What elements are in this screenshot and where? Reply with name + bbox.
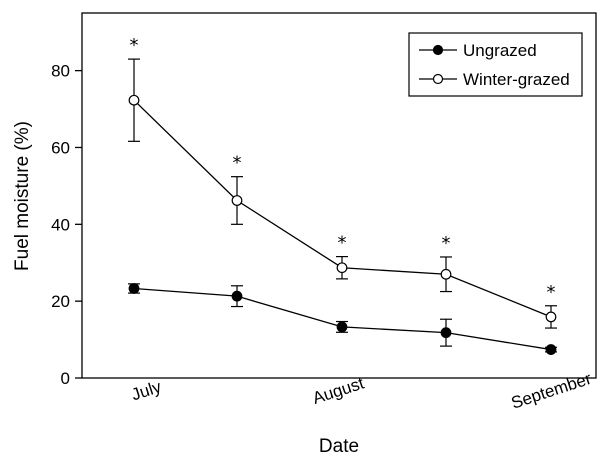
significance-star: * [338,233,347,254]
data-point [440,268,452,280]
x-tick-label: July [129,377,164,405]
data-point [128,94,140,106]
significance-star: * [547,282,556,303]
y-tick-label: 60 [51,138,70,157]
significance-markers: * * * * * [130,35,556,303]
y-axis-title: Fuel moisture (%) [12,121,33,271]
significance-star: * [233,153,242,174]
y-tick-label: 0 [61,369,70,388]
data-point [336,321,348,333]
legend-marker-ungrazed [432,44,444,56]
plot-frame [81,12,597,379]
series-winter-grazed [128,58,557,329]
series-line [133,99,552,318]
series-ungrazed [128,283,557,355]
legend-marker-winter-grazed [432,73,444,85]
significance-star: * [130,35,139,56]
data-point [545,344,557,355]
data-point [128,283,140,294]
significance-star: * [442,233,451,254]
x-axis-title: Date [319,436,359,457]
data-point [231,290,243,302]
series-layer [128,58,557,355]
legend-label-ungrazed: Ungrazed [463,41,537,60]
data-point [231,195,243,206]
data-point [440,327,452,339]
data-point [545,311,557,323]
legend: Ungrazed Winter-grazed [408,32,583,97]
data-point [336,262,348,274]
y-tick-label: 40 [51,215,70,234]
y-tick-label: 80 [51,62,70,81]
x-tick-label: September [509,369,594,413]
series-line [133,287,552,351]
legend-label-winter-grazed: Winter-grazed [463,70,570,89]
y-tick-label: 20 [51,292,70,311]
legend-box [408,32,583,97]
